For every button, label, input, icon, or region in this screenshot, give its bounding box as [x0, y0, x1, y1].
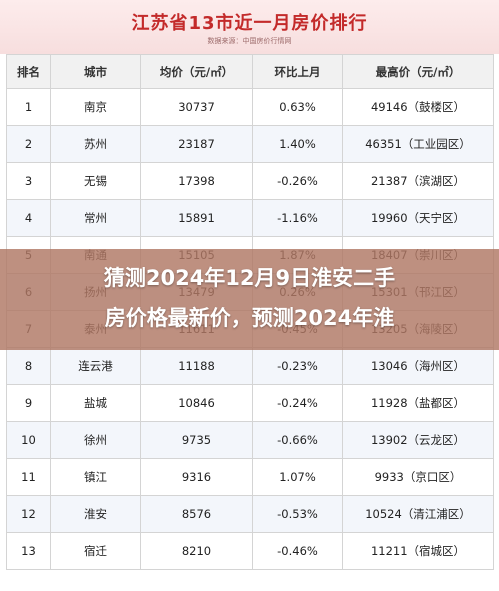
table-row: 13 宿迁 8210 -0.46% 11211（宿城区）: [6, 532, 494, 570]
city-cell: 盐城: [50, 384, 141, 422]
month-change-cell: -0.66%: [252, 421, 343, 459]
max-price-cell: 9933（京口区）: [342, 458, 494, 496]
month-change-cell: -0.53%: [252, 495, 343, 533]
rank-cell: 8: [6, 347, 51, 385]
city-cell: 镇江: [50, 458, 141, 496]
column-header-rank: 排名: [6, 54, 51, 89]
max-price-cell: 11211（宿城区）: [342, 532, 494, 570]
overlay-title-line-2: 房价格最新价，预测2024年淮: [104, 306, 395, 330]
average-price-cell: 10846: [140, 384, 253, 422]
overlay-title-line-1: 猜测2024年12月9日淮安二手: [103, 266, 396, 290]
month-change-cell: -1.16%: [252, 199, 343, 237]
max-price-cell: 49146（鼓楼区）: [342, 88, 494, 126]
month-change-cell: -0.24%: [252, 384, 343, 422]
city-cell: 无锡: [50, 162, 141, 200]
average-price-cell: 15891: [140, 199, 253, 237]
month-change-cell: -0.23%: [252, 347, 343, 385]
table-row: 2 苏州 23187 1.40% 46351（工业园区）: [6, 125, 494, 163]
data-source-note: 数据来源：中国房价行情网: [207, 37, 292, 45]
max-price-cell: 21387（滨湖区）: [342, 162, 494, 200]
table-row: 1 南京 30737 0.63% 49146（鼓楼区）: [6, 88, 494, 126]
column-header-city: 城市: [50, 54, 141, 89]
month-change-cell: -0.46%: [252, 532, 343, 570]
article-title-overlay: 猜测2024年12月9日淮安二手 房价格最新价，预测2024年淮: [0, 249, 499, 350]
rank-cell: 3: [6, 162, 51, 200]
rank-cell: 10: [6, 421, 51, 459]
max-price-cell: 11928（盐都区）: [342, 384, 494, 422]
rank-cell: 4: [6, 199, 51, 237]
city-cell: 宿迁: [50, 532, 141, 570]
average-price-cell: 17398: [140, 162, 253, 200]
max-price-cell: 19960（天宁区）: [342, 199, 494, 237]
city-cell: 徐州: [50, 421, 141, 459]
table-row: 4 常州 15891 -1.16% 19960（天宁区）: [6, 199, 494, 237]
average-price-cell: 9316: [140, 458, 253, 496]
table-row: 9 盐城 10846 -0.24% 11928（盐都区）: [6, 384, 494, 422]
rank-cell: 13: [6, 532, 51, 570]
average-price-cell: 11188: [140, 347, 253, 385]
header-row: 排名 城市 均价（元/㎡） 环比上月 最高价（元/㎡）: [6, 54, 494, 89]
rank-cell: 9: [6, 384, 51, 422]
average-price-cell: 8576: [140, 495, 253, 533]
table-row: 3 无锡 17398 -0.26% 21387（滨湖区）: [6, 162, 494, 200]
max-price-cell: 13046（海州区）: [342, 347, 494, 385]
column-header-max-price: 最高价（元/㎡）: [342, 54, 494, 89]
max-price-cell: 13902（云龙区）: [342, 421, 494, 459]
month-change-cell: 1.07%: [252, 458, 343, 496]
city-cell: 南京: [50, 88, 141, 126]
average-price-cell: 9735: [140, 421, 253, 459]
rank-cell: 1: [6, 88, 51, 126]
column-header-month-change: 环比上月: [252, 54, 343, 89]
city-cell: 苏州: [50, 125, 141, 163]
month-change-cell: 1.40%: [252, 125, 343, 163]
table-row: 12 淮安 8576 -0.53% 10524（清江浦区）: [6, 495, 494, 533]
month-change-cell: 0.63%: [252, 88, 343, 126]
average-price-cell: 8210: [140, 532, 253, 570]
average-price-cell: 23187: [140, 125, 253, 163]
city-cell: 常州: [50, 199, 141, 237]
city-cell: 连云港: [50, 347, 141, 385]
max-price-cell: 46351（工业园区）: [342, 125, 494, 163]
rank-cell: 2: [6, 125, 51, 163]
table-row: 11 镇江 9316 1.07% 9933（京口区）: [6, 458, 494, 496]
table-row: 10 徐州 9735 -0.66% 13902（云龙区）: [6, 421, 494, 459]
rank-cell: 12: [6, 495, 51, 533]
max-price-cell: 10524（清江浦区）: [342, 495, 494, 533]
month-change-cell: -0.26%: [252, 162, 343, 200]
table-row: 8 连云港 11188 -0.23% 13046（海州区）: [6, 347, 494, 385]
average-price-cell: 30737: [140, 88, 253, 126]
rank-cell: 11: [6, 458, 51, 496]
title-banner: 江苏省13市近一月房价排行 数据来源：中国房价行情网: [0, 0, 499, 54]
table-title: 江苏省13市近一月房价排行: [131, 13, 368, 34]
column-header-average-price: 均价（元/㎡）: [140, 54, 253, 89]
city-cell: 淮安: [50, 495, 141, 533]
